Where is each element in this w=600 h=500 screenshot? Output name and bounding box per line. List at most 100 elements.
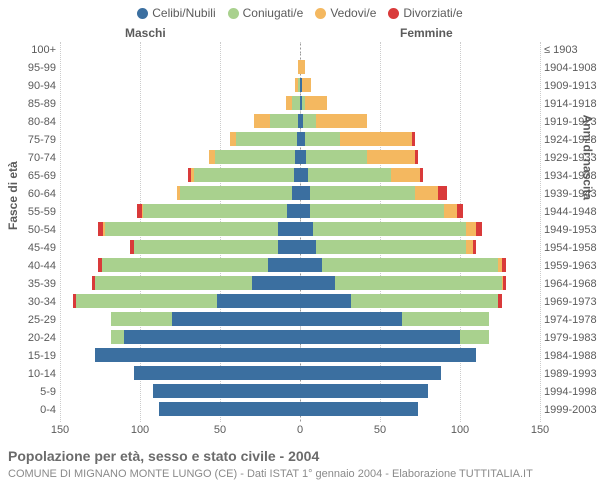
pyramid-row <box>60 60 540 76</box>
bar-segment-male <box>278 222 300 236</box>
birth-year-label: 1934-1938 <box>544 170 600 182</box>
bar-segment-male <box>95 276 252 290</box>
bar-segment-male <box>292 186 300 200</box>
bar-segment-male <box>134 366 300 380</box>
legend-swatch <box>137 8 148 19</box>
legend-label: Celibi/Nubili <box>152 6 215 20</box>
bar-segment-female <box>300 312 402 326</box>
bar-segment-female <box>300 186 310 200</box>
bar-segment-female <box>305 96 327 110</box>
x-tick-label: 150 <box>51 424 69 436</box>
age-label: 95-99 <box>4 62 56 74</box>
birth-year-label: 1979-1983 <box>544 332 600 344</box>
legend-swatch <box>228 8 239 19</box>
bar-segment-female <box>300 258 322 272</box>
legend-item: Divorziati/e <box>388 6 462 20</box>
age-label: 70-74 <box>4 152 56 164</box>
bar-segment-female <box>415 186 437 200</box>
birth-year-label: 1994-1998 <box>544 386 600 398</box>
bar-segment-male <box>295 78 298 92</box>
age-label: 75-79 <box>4 134 56 146</box>
pyramid-row <box>60 186 540 202</box>
bar-segment-male <box>287 204 300 218</box>
birth-year-label: 1914-1918 <box>544 98 600 110</box>
legend-label: Divorziati/e <box>403 6 462 20</box>
plot-area <box>60 42 540 422</box>
bar-segment-male <box>130 240 133 254</box>
bar-segment-female <box>391 168 420 182</box>
bar-segment-male <box>124 330 300 344</box>
bar-segment-female <box>300 168 308 182</box>
female-label: Femmine <box>400 26 453 40</box>
bar-segment-female <box>310 186 416 200</box>
bar-segment-female <box>308 168 391 182</box>
bar-segment-male <box>172 312 300 326</box>
bar-segment-female <box>444 204 457 218</box>
bar-segment-female <box>460 330 489 344</box>
pyramid-row <box>60 366 540 382</box>
bar-segment-male <box>217 294 300 308</box>
pyramid-row <box>60 312 540 328</box>
bar-segment-male <box>270 114 299 128</box>
age-label: 90-94 <box>4 80 56 92</box>
bar-segment-female <box>498 294 501 308</box>
age-label: 10-14 <box>4 368 56 380</box>
pyramid-row <box>60 402 540 418</box>
bar-segment-male <box>180 186 292 200</box>
bar-segment-male <box>111 330 124 344</box>
pyramid-row <box>60 132 540 148</box>
bar-segment-male <box>188 168 191 182</box>
legend-item: Celibi/Nubili <box>137 6 215 20</box>
bar-segment-female <box>415 150 418 164</box>
birth-year-label: 1924-1928 <box>544 134 600 146</box>
x-tick-label: 100 <box>131 424 149 436</box>
bar-segment-female <box>300 240 316 254</box>
bar-segment-male <box>134 240 278 254</box>
bar-segment-female <box>300 276 335 290</box>
bar-segment-female <box>300 330 460 344</box>
bar-segment-male <box>286 96 292 110</box>
bar-segment-female <box>335 276 501 290</box>
x-tick-label: 50 <box>374 424 386 436</box>
bar-segment-male <box>254 114 270 128</box>
birth-year-label: ≤ 1903 <box>544 44 600 56</box>
chart-subtitle: COMUNE DI MIGNANO MONTE LUNGO (CE) - Dat… <box>8 468 533 480</box>
pyramid-row <box>60 348 540 364</box>
age-label: 80-84 <box>4 116 56 128</box>
bar-segment-female <box>300 384 428 398</box>
birth-year-label: 1949-1953 <box>544 224 600 236</box>
male-label: Maschi <box>125 26 166 40</box>
bar-segment-male <box>111 312 172 326</box>
bar-segment-male <box>143 204 287 218</box>
pyramid-row <box>60 150 540 166</box>
age-label: 5-9 <box>4 386 56 398</box>
legend-swatch <box>315 8 326 19</box>
bar-segment-male <box>159 402 300 416</box>
birth-year-label: 1909-1913 <box>544 80 600 92</box>
age-label: 0-4 <box>4 404 56 416</box>
bar-segment-female <box>473 240 476 254</box>
bar-segment-female <box>300 348 476 362</box>
bar-segment-male <box>105 222 278 236</box>
age-label: 45-49 <box>4 242 56 254</box>
bar-segment-male <box>98 258 101 272</box>
bar-segment-female <box>300 222 313 236</box>
age-label: 25-29 <box>4 314 56 326</box>
pyramid-row <box>60 114 540 130</box>
bar-segment-female <box>316 114 367 128</box>
birth-year-label: 1944-1948 <box>544 206 600 218</box>
bar-segment-female <box>313 222 467 236</box>
bar-segment-male <box>95 348 300 362</box>
birth-year-label: 1984-1988 <box>544 350 600 362</box>
x-tick-label: 100 <box>451 424 469 436</box>
age-label: 35-39 <box>4 278 56 290</box>
bar-segment-female <box>306 150 367 164</box>
birth-year-label: 1954-1958 <box>544 242 600 254</box>
bar-segment-male <box>73 294 76 308</box>
pyramid-row <box>60 168 540 184</box>
pyramid-row <box>60 384 540 400</box>
legend-swatch <box>388 8 399 19</box>
birth-year-label: 1904-1908 <box>544 62 600 74</box>
bar-segment-female <box>300 294 351 308</box>
pyramid-row <box>60 204 540 220</box>
